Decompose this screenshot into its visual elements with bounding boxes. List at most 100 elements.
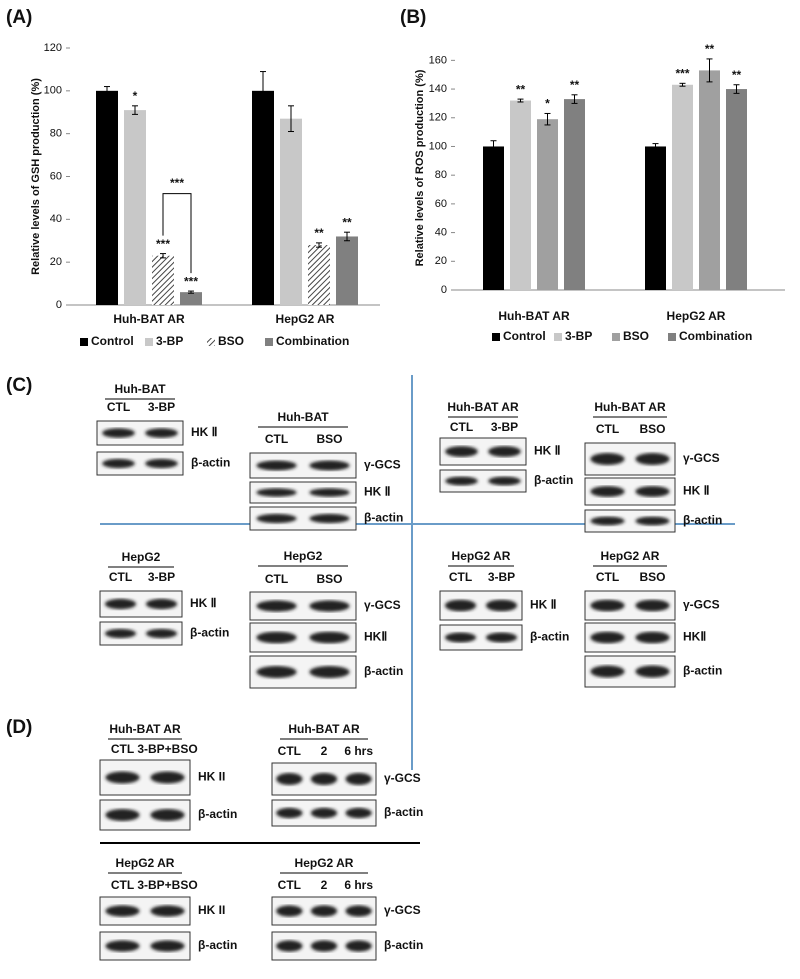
row-label: HK Ⅱ xyxy=(534,444,561,458)
band xyxy=(590,631,625,644)
bar xyxy=(96,90,118,305)
row-label: β-actin xyxy=(364,664,403,678)
y-tick-label: 0 xyxy=(441,284,447,296)
band xyxy=(276,905,303,917)
band xyxy=(444,632,477,643)
band xyxy=(276,807,303,819)
bar xyxy=(280,118,302,305)
lane-label: BSO xyxy=(639,570,665,584)
band xyxy=(276,940,303,952)
blot-title: HepG2 AR xyxy=(452,549,511,563)
band xyxy=(256,488,297,497)
lane-label: 3-BP xyxy=(148,400,175,414)
row-label: HK Ⅱ xyxy=(683,484,710,498)
panel-label: (B) xyxy=(400,7,426,28)
lane-label: 2 xyxy=(321,744,328,758)
lane-label: CTL xyxy=(265,572,288,586)
legend-label: 3-BP xyxy=(156,334,183,348)
bracket-label: *** xyxy=(170,176,184,190)
lane-label: 2 xyxy=(321,878,328,892)
x-tick-label: Huh-BAT AR xyxy=(498,309,570,323)
row-label: HK II xyxy=(198,903,225,917)
band xyxy=(445,446,478,457)
band xyxy=(345,773,372,785)
band xyxy=(150,905,185,917)
bar xyxy=(726,89,747,290)
lane-label: BSO xyxy=(639,422,665,436)
y-tick-label: 40 xyxy=(50,213,62,225)
band xyxy=(590,599,625,612)
lane-label: CTL xyxy=(265,432,288,446)
panel-label: (C) xyxy=(6,375,32,396)
band xyxy=(150,771,185,784)
band xyxy=(105,905,140,917)
lane-label: 3-BP xyxy=(148,570,175,584)
band xyxy=(256,513,297,524)
bar xyxy=(152,255,174,305)
significance-label: ** xyxy=(732,68,742,82)
band xyxy=(145,458,178,469)
band xyxy=(310,905,338,917)
band xyxy=(145,598,178,610)
legend-swatch xyxy=(668,333,676,341)
row-label: HK Ⅱ xyxy=(190,596,217,610)
blot-title: Huh-BAT AR xyxy=(109,722,181,736)
row-label: γ-GCS xyxy=(384,903,421,917)
band xyxy=(635,486,670,497)
bar xyxy=(252,90,274,305)
lane-label: 3-BP+BSO xyxy=(137,878,197,892)
band xyxy=(309,513,350,524)
row-label: HK Ⅱ xyxy=(364,485,391,499)
blot-title: HepG2 AR xyxy=(295,856,354,870)
lane-label: CTL xyxy=(107,400,130,414)
bar xyxy=(124,110,146,305)
lane-label: BSO xyxy=(316,432,342,446)
band xyxy=(488,446,521,457)
legend-label: BSO xyxy=(218,334,244,348)
band xyxy=(145,428,178,438)
row-label: γ-GCS xyxy=(683,598,720,612)
lane-label: 3-BP xyxy=(491,420,518,434)
band xyxy=(145,628,178,639)
significance-label: ** xyxy=(314,226,324,240)
blot-box xyxy=(99,621,183,646)
row-label: HKⅡ xyxy=(683,630,706,644)
blot-box xyxy=(584,509,676,533)
row-label: γ-GCS xyxy=(683,451,720,465)
lane-label: 6 hrs xyxy=(344,744,373,758)
legend-label: Combination xyxy=(679,329,752,343)
significance-label: ** xyxy=(570,78,580,92)
band xyxy=(635,599,670,612)
error-bar xyxy=(160,253,166,259)
band xyxy=(635,453,670,465)
lane-label: CTL xyxy=(109,570,132,584)
blot-title: HepG2 AR xyxy=(116,856,175,870)
row-label: HKⅡ xyxy=(364,630,387,644)
legend-swatch xyxy=(145,338,153,346)
lane-label: 3-BP+BSO xyxy=(137,742,197,756)
row-label: β-actin xyxy=(534,473,573,487)
band xyxy=(485,599,518,612)
row-label: HK II xyxy=(198,770,225,784)
x-tick-label: HepG2 AR xyxy=(276,312,335,326)
band xyxy=(256,460,297,471)
band xyxy=(309,488,350,497)
error-bar xyxy=(132,105,138,115)
band xyxy=(635,631,670,644)
y-tick-label: 0 xyxy=(56,299,62,311)
band xyxy=(309,666,350,678)
row-label: β-actin xyxy=(384,805,423,819)
blot-box xyxy=(439,469,527,493)
blot-title: Huh-BAT AR xyxy=(447,400,519,414)
row-label: HK Ⅱ xyxy=(530,598,557,612)
band xyxy=(105,940,140,952)
blot-title: Huh-BAT xyxy=(114,382,166,396)
band xyxy=(276,773,303,785)
significance-label: * xyxy=(133,89,138,103)
lane-label: BSO xyxy=(316,572,342,586)
lane-label: CTL xyxy=(450,420,473,434)
band xyxy=(485,632,518,643)
row-label: β-actin xyxy=(198,938,237,952)
band xyxy=(345,905,372,917)
row-label: β-actin xyxy=(384,938,423,952)
